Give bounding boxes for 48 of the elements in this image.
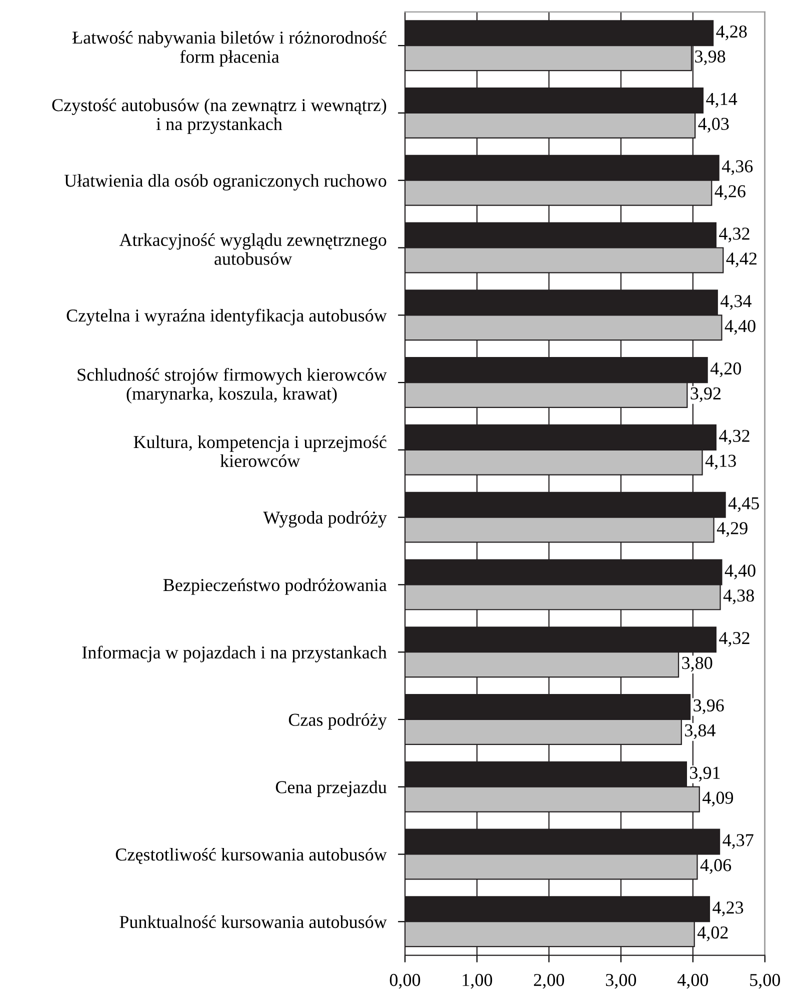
data-label: 3,84 (685, 724, 716, 740)
data-label: 4,32 (719, 228, 750, 242)
data-label: 4,26 (714, 185, 746, 200)
x-tick-label: 3,00 (606, 974, 636, 989)
data-label: 4,28 (716, 25, 747, 40)
data-label: 4,36 (722, 160, 753, 176)
x-tick-label: 4,00 (677, 974, 708, 989)
data-label: 4,23 (712, 902, 744, 916)
data-label: 4,20 (710, 362, 741, 378)
x-tick-label: 1,00 (462, 974, 492, 989)
data-label: 4,29 (716, 522, 748, 537)
y-tick-label: Wygoda podróży (263, 511, 387, 528)
data-label: 4,42 (726, 252, 757, 268)
data-label: 3,80 (682, 656, 712, 672)
y-tick-label: Kultura, kompetencja i uprzejmość kierowców (134, 435, 386, 468)
data-label: 3,91 (690, 766, 720, 782)
x-tick-label: 5,00 (750, 974, 780, 989)
data-label: 4,09 (702, 792, 734, 806)
data-label: 4,06 (700, 859, 732, 874)
data-label: 3,92 (690, 387, 721, 402)
data-label: 4,03 (698, 118, 729, 133)
y-tick-label: Czystość autobusów (na zewnątrz i wewnątrz) i na przystankach (52, 98, 386, 134)
data-label: 4,37 (722, 834, 754, 849)
y-tick-label: Czas podróży (288, 713, 387, 730)
data-label: 4,32 (719, 632, 750, 647)
data-label: 4,02 (697, 926, 728, 942)
y-tick-label: Cena przejazdu (276, 780, 387, 797)
y-tick-label: Informacja w pojazdach i na przystankach (82, 646, 387, 662)
data-label: 4,32 (719, 430, 750, 445)
data-label: 4,34 (720, 295, 752, 310)
data-label: 4,40 (724, 320, 756, 335)
y-tick-label: Bezpieczeństwo podróżowania (163, 578, 387, 595)
data-label: 3,98 (695, 50, 726, 66)
y-tick-label: Schludność strojów firmowych kierowców (marynarka, koszula, krawat) (78, 368, 387, 404)
y-tick-label: Punktualność kursowania autobusów (120, 915, 387, 928)
y-tick-label: Ułatwienia dla osób ograniczonych ruchowo (64, 174, 386, 191)
data-label: 4,38 (723, 589, 754, 604)
x-tick-label: 0,00 (390, 974, 420, 989)
y-tick-label: Atrkacyjność wyglądu zewnętrznego autobusów (119, 233, 386, 265)
y-tick-label: Łatwość nabywania biletów i różnorodność form płacenia (72, 31, 386, 67)
y-tick-label: Częstotliwość kursowania autobusów (116, 848, 387, 864)
data-label: 4,45 (728, 497, 759, 512)
data-label: 4,13 (705, 454, 736, 470)
data-label: 4,14 (706, 92, 738, 108)
y-tick-label: Czytelna i wyraźna identyfikacja autobusów (66, 308, 387, 326)
data-label: 4,40 (724, 564, 756, 580)
data-label: 3,96 (694, 699, 724, 714)
x-tick-label: 2,00 (534, 974, 564, 989)
